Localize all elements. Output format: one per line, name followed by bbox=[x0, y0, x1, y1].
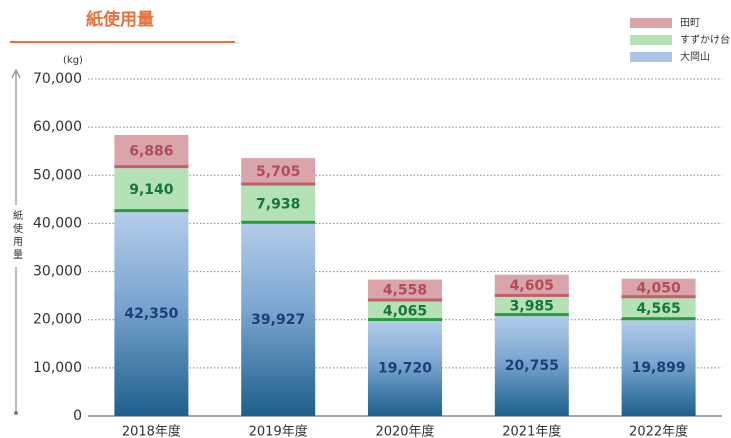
x-tick-label: 2020年度 bbox=[375, 424, 434, 438]
bar-segment bbox=[621, 278, 696, 299]
legend-label: 大岡山 bbox=[680, 50, 710, 63]
x-tick-label: 2021年度 bbox=[502, 424, 561, 438]
legend-swatch bbox=[630, 35, 672, 45]
bar-segment bbox=[494, 274, 569, 297]
value-label: 5,705 bbox=[256, 164, 300, 180]
bar-segment bbox=[621, 298, 696, 321]
bar-segment bbox=[494, 296, 569, 317]
y-arrow-head bbox=[11, 68, 21, 79]
segment-accent bbox=[368, 298, 442, 302]
segment-accent bbox=[241, 220, 316, 224]
y-tick-label: 30,000 bbox=[33, 264, 82, 280]
value-label: 4,050 bbox=[636, 280, 681, 296]
value-label: 19,899 bbox=[632, 360, 686, 376]
bar-segment bbox=[241, 223, 316, 416]
value-label: 42,350 bbox=[124, 306, 178, 322]
segment-accent bbox=[241, 182, 316, 186]
y-tick-label: 50,000 bbox=[33, 167, 82, 183]
value-label: 4,605 bbox=[510, 278, 554, 294]
y-axis-label: 紙使用量 bbox=[11, 209, 23, 262]
segment-accent bbox=[621, 317, 696, 321]
legend-swatch bbox=[630, 52, 672, 62]
bar-segment bbox=[494, 316, 569, 416]
y-tick-label: 60,000 bbox=[33, 119, 82, 135]
segment-accent bbox=[114, 165, 189, 169]
segment-accent bbox=[494, 293, 569, 297]
y-tick-label: 70,000 bbox=[33, 71, 82, 87]
value-label: 7,938 bbox=[256, 197, 300, 213]
legend-swatch bbox=[630, 18, 672, 28]
bar-segment bbox=[114, 212, 189, 416]
y-tick-label: 40,000 bbox=[33, 215, 82, 231]
value-label: 20,755 bbox=[505, 358, 559, 374]
value-label: 4,558 bbox=[383, 283, 427, 299]
legend-label: 田町 bbox=[680, 18, 700, 29]
bar-segment bbox=[368, 279, 442, 302]
segment-accent bbox=[621, 295, 696, 299]
bar-segment bbox=[114, 134, 189, 169]
y-tick-label: 0 bbox=[73, 408, 82, 424]
legend-label: すずかけ台 bbox=[680, 33, 730, 46]
bar-segment bbox=[114, 168, 189, 213]
bar-segment bbox=[368, 301, 442, 322]
bar-segment bbox=[241, 185, 316, 224]
y-tick-label: 10,000 bbox=[33, 360, 82, 376]
value-label: 19,720 bbox=[378, 361, 432, 377]
x-tick-label: 2019年度 bbox=[249, 424, 308, 438]
bar-segment bbox=[621, 320, 696, 416]
value-label: 4,065 bbox=[383, 303, 427, 319]
segment-accent bbox=[494, 313, 569, 317]
value-label: 39,927 bbox=[251, 312, 305, 328]
segment-accent bbox=[368, 318, 442, 322]
bar-segment bbox=[368, 321, 442, 416]
y-arrow-dot bbox=[14, 411, 18, 415]
x-tick-label: 2018年度 bbox=[122, 424, 181, 438]
y-tick-label: 20,000 bbox=[33, 312, 82, 328]
value-label: 9,140 bbox=[129, 182, 174, 198]
unit-label: (kg) bbox=[63, 55, 83, 66]
segment-accent bbox=[114, 209, 189, 213]
value-label: 3,985 bbox=[510, 298, 554, 314]
value-label: 4,565 bbox=[636, 301, 680, 317]
x-tick-label: 2022年度 bbox=[629, 424, 688, 438]
value-label: 6,886 bbox=[129, 144, 173, 160]
bar-segment bbox=[241, 158, 316, 186]
chart-title: 紙使用量 bbox=[86, 9, 154, 30]
y-label-bg bbox=[8, 205, 24, 267]
